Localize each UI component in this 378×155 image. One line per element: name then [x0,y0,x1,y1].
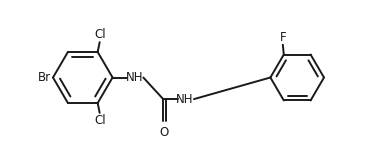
Text: O: O [160,126,169,139]
Text: NH: NH [125,71,143,84]
Text: Cl: Cl [95,114,107,127]
Text: Cl: Cl [95,28,107,41]
Text: NH: NH [176,93,194,106]
Text: Br: Br [38,71,51,84]
Text: F: F [279,31,286,44]
